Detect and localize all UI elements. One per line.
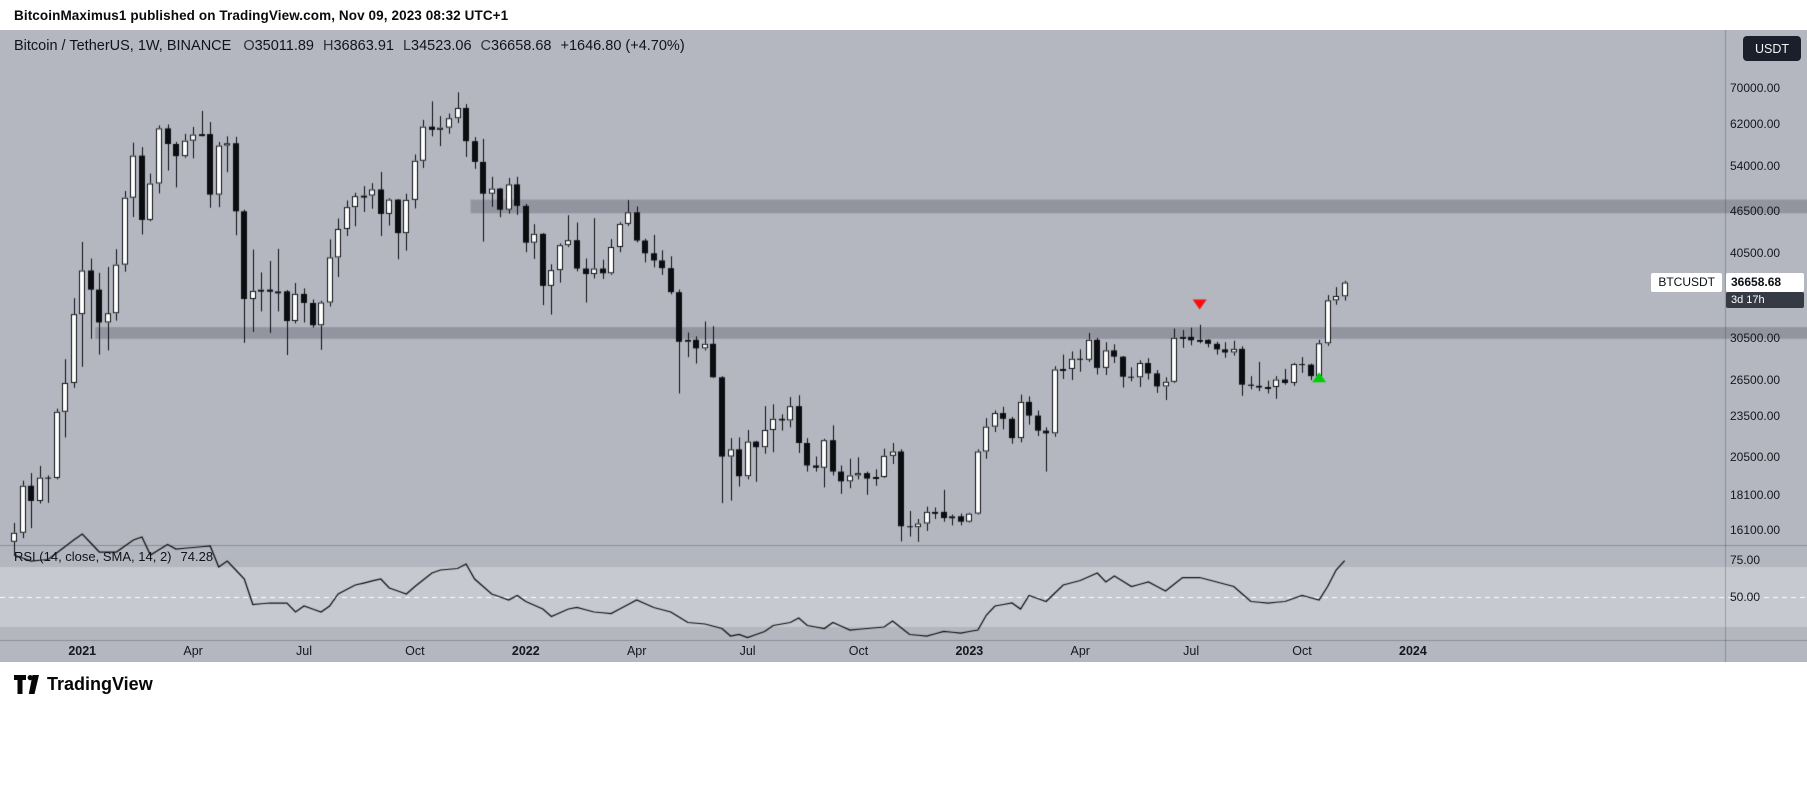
price-tick-label: 54000.00 (1730, 159, 1781, 174)
ohlc-open: O35011.89 (243, 38, 314, 54)
price-tick-label: 46500.00 (1730, 203, 1781, 218)
time-tick-label: 2021 (68, 644, 97, 658)
footer-bar: TradingView (0, 662, 1807, 810)
chart-legend[interactable]: Bitcoin / TetherUS, 1W, BINANCE O35011.8… (14, 38, 685, 54)
bar-countdown-badge: 3d 17h (1726, 291, 1804, 308)
time-axis[interactable]: 2021 Apr Jul Oct 2022 Apr Jul Oct 2023 Apr Jul Oct 2… (0, 640, 1807, 662)
time-tick-label: Apr (1070, 644, 1090, 658)
tradingview-wordmark[interactable]: TradingView (47, 674, 153, 694)
time-tick-label: Oct (405, 644, 425, 658)
rsi-legend[interactable]: RSI (14, close, SMA, 14, 2) 74.28 (14, 549, 213, 564)
price-tick-label: 70000.00 (1730, 80, 1781, 95)
rsi-tick-label: 50.00 (1730, 590, 1761, 604)
currency-usdt-button[interactable]: USDT (1743, 36, 1801, 61)
price-tick-label: 40500.00 (1730, 245, 1781, 260)
price-tick-label: 23500.00 (1730, 409, 1781, 424)
rsi-value: 74.28 (180, 549, 214, 564)
symbol-title[interactable]: Bitcoin / TetherUS, 1W, BINANCE (14, 38, 232, 54)
time-tick-label: 2022 (511, 644, 540, 658)
price-tick-label: 16100.00 (1730, 522, 1781, 537)
price-tick-label: 62000.00 (1730, 117, 1781, 132)
attribution-text: BitcoinMaximus1 published on TradingView… (14, 7, 509, 23)
price-tick-label: 30500.00 (1730, 330, 1781, 345)
ohlc-high: H36863.91 (323, 38, 394, 54)
time-tick-label: 2024 (1399, 644, 1427, 658)
last-price-badge: 36658.68 (1726, 272, 1804, 292)
price-tick-label: 20500.00 (1730, 450, 1781, 465)
time-tick-label: Jul (1183, 644, 1200, 658)
attribution-bar: BitcoinMaximus1 published on TradingView… (0, 0, 1807, 30)
time-tick-label: Oct (1292, 644, 1312, 658)
chart-area: Bitcoin / TetherUS, 1W, BINANCE O35011.8… (0, 30, 1807, 662)
time-tick-label: 2023 (955, 644, 984, 658)
rsi-tick-label: 75.00 (1730, 552, 1761, 567)
ohlc-low: L34523.06 (402, 38, 472, 54)
time-tick-label: Apr (183, 644, 203, 658)
price-change: +1646.80 (+4.70%) (560, 38, 685, 54)
tradingview-logo-icon[interactable] (14, 675, 40, 694)
ohlc-close: C36658.68 (480, 38, 552, 54)
time-tick-label: Apr (626, 644, 647, 658)
time-tick-label: Jul (739, 644, 756, 658)
rsi-label: RSI (14, close, SMA, 14, 2) (14, 549, 172, 564)
time-tick-label: Jul (296, 644, 312, 658)
price-chart-canvas[interactable] (0, 30, 1807, 662)
symbol-price-label: BTCUSDT (1651, 272, 1722, 292)
price-axis[interactable]: 70000.00 62000.00 54000.00 46500.00 40500.00… (1725, 30, 1807, 640)
time-tick-label: Oct (848, 644, 869, 658)
price-tick-label: 26500.00 (1730, 373, 1781, 388)
price-tick-label: 18100.00 (1730, 487, 1781, 502)
